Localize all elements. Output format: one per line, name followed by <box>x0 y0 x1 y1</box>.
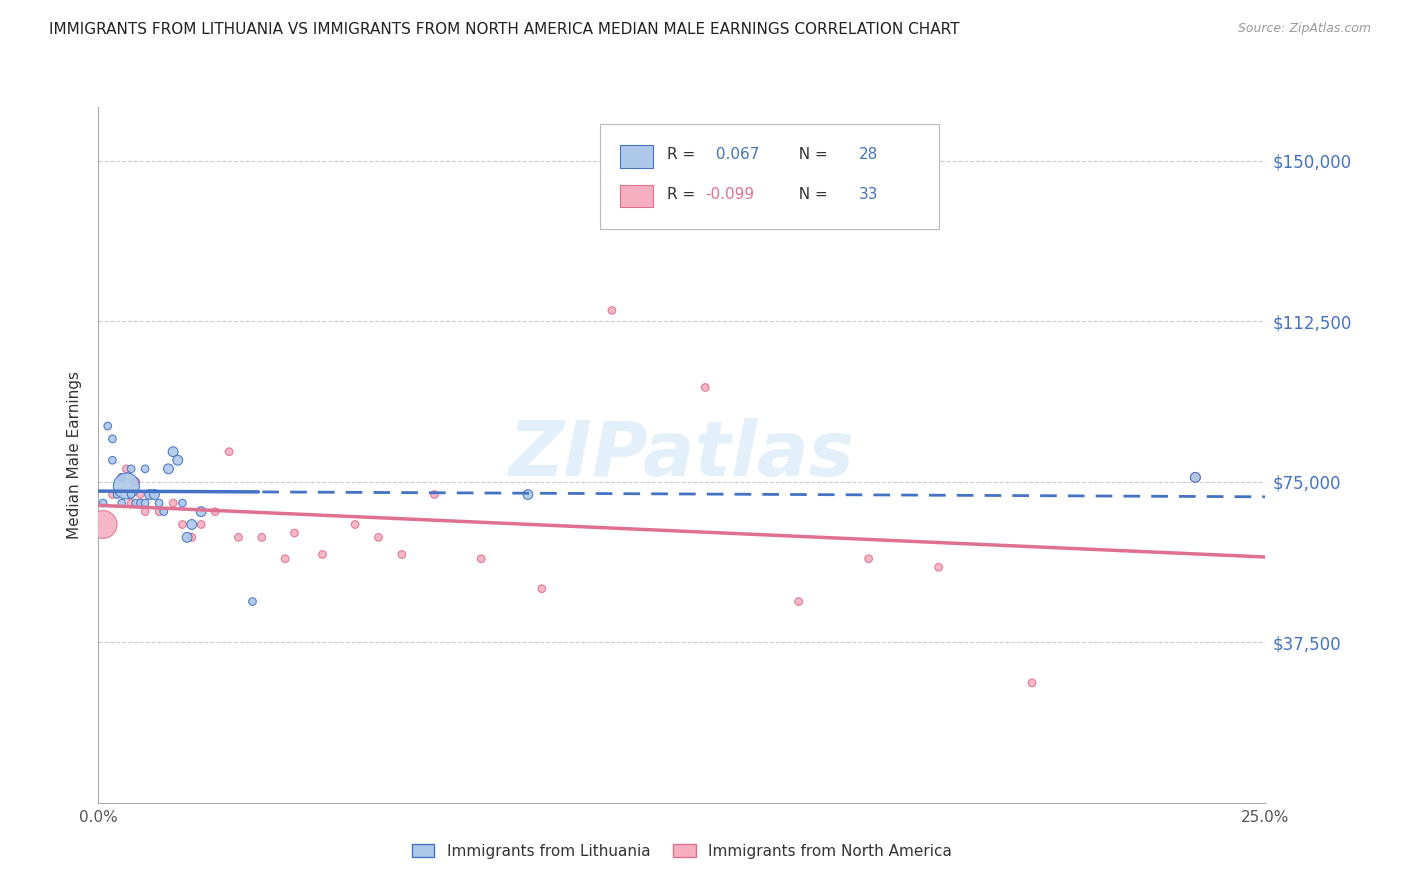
Point <box>344 517 367 532</box>
Text: R =: R = <box>666 147 700 161</box>
Point <box>148 505 170 519</box>
Point <box>115 479 138 493</box>
Point <box>129 496 152 510</box>
Point <box>125 496 148 510</box>
Point <box>787 594 810 608</box>
Point <box>125 475 148 489</box>
Point <box>143 487 166 501</box>
Text: N =: N = <box>789 147 832 161</box>
Point <box>148 496 170 510</box>
Point <box>180 517 202 532</box>
FancyBboxPatch shape <box>620 185 652 207</box>
Point <box>274 551 297 566</box>
Point <box>176 530 198 544</box>
Point <box>695 380 717 394</box>
Point <box>283 526 305 541</box>
Point <box>120 487 142 501</box>
Point <box>134 496 156 510</box>
Point <box>129 487 152 501</box>
Point <box>139 487 162 501</box>
Point <box>91 496 114 510</box>
Point <box>858 551 880 566</box>
Point <box>101 432 124 446</box>
Text: 28: 28 <box>859 147 879 161</box>
Point <box>204 505 226 519</box>
Legend: Immigrants from Lithuania, Immigrants from North America: Immigrants from Lithuania, Immigrants fr… <box>405 838 959 864</box>
Text: IMMIGRANTS FROM LITHUANIA VS IMMIGRANTS FROM NORTH AMERICA MEDIAN MALE EARNINGS : IMMIGRANTS FROM LITHUANIA VS IMMIGRANTS … <box>49 22 960 37</box>
Point <box>928 560 950 574</box>
Point <box>120 462 142 476</box>
Point <box>97 419 120 434</box>
Point <box>600 303 623 318</box>
Point <box>367 530 389 544</box>
Point <box>134 462 156 476</box>
Point <box>134 505 156 519</box>
Y-axis label: Median Male Earnings: Median Male Earnings <box>67 371 83 539</box>
Point <box>218 444 240 458</box>
Point <box>172 517 194 532</box>
Point <box>152 505 174 519</box>
Point <box>516 487 538 501</box>
Point <box>166 453 188 467</box>
Point <box>190 505 212 519</box>
Text: R =: R = <box>666 186 700 202</box>
Point <box>91 517 114 532</box>
FancyBboxPatch shape <box>620 145 652 168</box>
Text: -0.099: -0.099 <box>706 186 755 202</box>
Point <box>101 487 124 501</box>
Text: 0.067: 0.067 <box>711 147 759 161</box>
Text: ZIPatlas: ZIPatlas <box>509 418 855 491</box>
Point <box>111 470 134 484</box>
Point <box>250 530 273 544</box>
Point <box>228 530 250 544</box>
Point <box>1184 470 1206 484</box>
Point <box>105 487 128 501</box>
Point <box>470 551 492 566</box>
Point <box>1184 470 1206 484</box>
Point <box>115 462 138 476</box>
Point <box>391 548 413 562</box>
Point <box>162 444 184 458</box>
Point <box>172 496 194 510</box>
FancyBboxPatch shape <box>600 124 939 229</box>
Point <box>101 453 124 467</box>
Point <box>111 496 134 510</box>
Point <box>311 548 333 562</box>
Point <box>157 462 180 476</box>
Point <box>120 496 142 510</box>
Point <box>162 496 184 510</box>
Text: 33: 33 <box>859 186 879 202</box>
Text: N =: N = <box>789 186 832 202</box>
Point <box>111 470 134 484</box>
Text: Source: ZipAtlas.com: Source: ZipAtlas.com <box>1237 22 1371 36</box>
Point <box>180 530 202 544</box>
Point <box>242 594 264 608</box>
Point <box>530 582 553 596</box>
Point <box>1021 676 1043 690</box>
Point <box>190 517 212 532</box>
Point <box>423 487 446 501</box>
